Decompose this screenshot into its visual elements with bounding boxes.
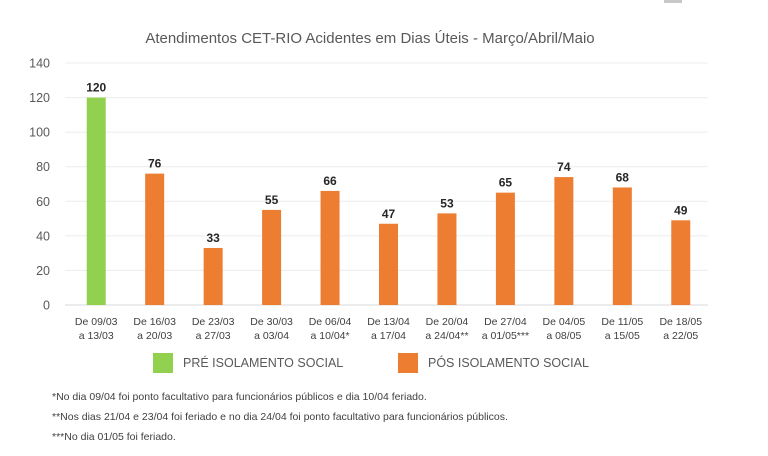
data-label: 47 <box>382 207 396 221</box>
bar <box>203 247 223 305</box>
bar <box>612 187 632 305</box>
y-tick-label: 100 <box>29 126 50 140</box>
footnote-2: **Nos dias 21/04 e 23/04 foi feriado e n… <box>52 411 508 423</box>
x-tick-label: De 23/03 <box>192 316 235 328</box>
bar <box>554 177 574 305</box>
x-tick-label: a 20/03 <box>137 330 172 342</box>
x-tick-label: a 22/05 <box>663 330 698 342</box>
x-tick-label: De 04/05 <box>543 316 586 328</box>
chart-title: Atendimentos CET-RIO Acidentes em Dias Ú… <box>0 30 768 47</box>
x-tick-label: a 13/03 <box>79 330 114 342</box>
data-labels: 120 76 33 55 66 47 53 65 74 68 49 <box>86 81 688 245</box>
x-tick-label: De 11/05 <box>601 316 643 328</box>
data-label: 74 <box>557 160 571 174</box>
x-tick-label: De 09/03 <box>75 316 118 328</box>
x-tick-label: a 08/05 <box>546 330 581 342</box>
bar <box>86 97 106 305</box>
data-label: 66 <box>323 174 337 188</box>
x-tick-label: De 20/04 <box>426 316 469 328</box>
x-tick-label: De 18/05 <box>659 316 702 328</box>
x-axis: De 09/03 a 13/03 De 16/03 a 20/03 De 23/03 a … <box>75 316 702 342</box>
legend-swatch-pre <box>153 353 173 373</box>
data-label: 49 <box>674 203 688 217</box>
y-tick-label: 20 <box>36 264 50 278</box>
chart-title-text: Atendimentos CET-RIO Acidentes em Dias Ú… <box>145 30 595 47</box>
x-tick-label: De 13/04 <box>367 316 410 328</box>
data-label: 65 <box>499 176 513 190</box>
legend-item-pos: PÓS ISOLAMENTO SOCIAL <box>398 353 589 373</box>
x-tick-label: a 24/04** <box>425 330 468 342</box>
legend-item-pre: PRÉ ISOLAMENTO SOCIAL <box>153 353 343 373</box>
footnote-3: ***No dia 01/05 foi feriado. <box>52 431 176 443</box>
bar <box>262 209 282 305</box>
x-tick-label: De 30/03 <box>250 316 293 328</box>
legend-label-pre: PRÉ ISOLAMENTO SOCIAL <box>183 356 344 370</box>
x-tick-label: a 15/05 <box>605 330 640 342</box>
bar <box>671 220 691 305</box>
y-tick-label: 40 <box>36 229 50 243</box>
y-tick-label: 140 <box>29 57 50 71</box>
y-tick-label: 0 <box>43 299 50 313</box>
data-label: 120 <box>86 81 106 95</box>
x-tick-label: De 16/03 <box>133 316 176 328</box>
bar <box>320 190 340 305</box>
bars <box>86 97 691 305</box>
footnotes: *No dia 09/04 foi ponto facultativo para… <box>52 387 508 447</box>
x-tick-label: a 10/04* <box>310 330 349 342</box>
cropped-page-mark <box>664 0 682 3</box>
bar <box>437 213 457 305</box>
bar <box>495 192 515 305</box>
data-label: 76 <box>148 157 162 171</box>
bar <box>379 223 398 305</box>
y-axis: 0 20 40 60 80 100 120 140 <box>29 57 50 313</box>
data-label: 53 <box>440 196 454 210</box>
bar <box>145 173 165 305</box>
x-tick-label: a 01/05*** <box>482 330 529 342</box>
x-tick-label: a 17/04 <box>371 330 406 342</box>
legend-swatch-pos <box>398 353 418 373</box>
footnote-1: *No dia 09/04 foi ponto facultativo para… <box>52 391 427 403</box>
data-label: 55 <box>265 193 279 207</box>
x-tick-label: a 03/04 <box>254 330 289 342</box>
x-tick-label: De 27/04 <box>484 316 527 328</box>
x-tick-label: a 27/03 <box>196 330 231 342</box>
legend-label-pos: PÓS ISOLAMENTO SOCIAL <box>428 356 589 370</box>
y-tick-label: 80 <box>36 160 50 174</box>
y-tick-label: 60 <box>36 195 50 209</box>
y-tick-label: 120 <box>29 91 50 105</box>
data-label: 68 <box>616 170 630 184</box>
x-tick-label: De 06/04 <box>309 316 352 328</box>
data-label: 33 <box>206 231 220 245</box>
